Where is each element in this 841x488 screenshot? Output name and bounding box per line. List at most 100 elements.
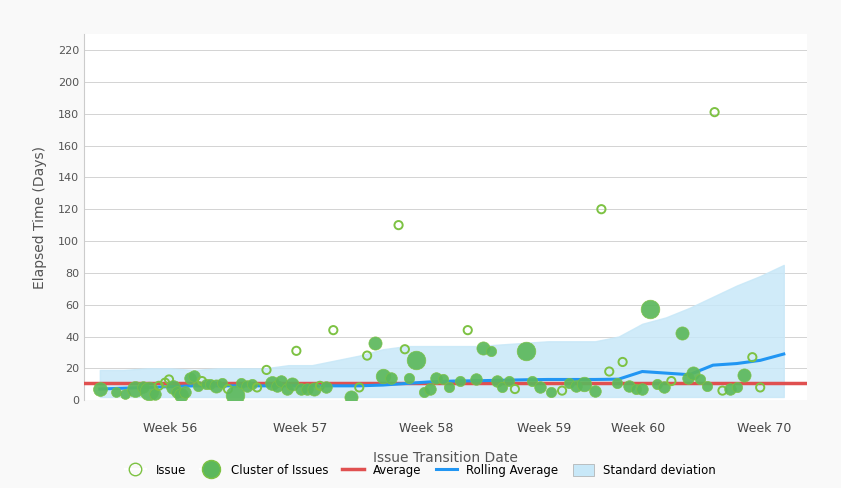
- Point: [495, 384, 509, 391]
- Point: [658, 384, 671, 391]
- Point: [265, 379, 278, 386]
- Point: [313, 382, 326, 390]
- Point: [686, 369, 700, 377]
- Point: [307, 385, 320, 393]
- Text: Week 57: Week 57: [273, 422, 327, 435]
- Point: [152, 382, 166, 390]
- Point: [392, 221, 405, 229]
- Point: [368, 339, 382, 347]
- Point: [215, 379, 229, 386]
- Point: [119, 390, 132, 398]
- Point: [730, 384, 743, 391]
- Point: [294, 385, 308, 393]
- Point: [746, 353, 759, 361]
- Point: [209, 382, 223, 390]
- Point: [174, 391, 188, 399]
- Point: [178, 388, 192, 396]
- Point: [162, 376, 176, 384]
- Point: [555, 386, 569, 394]
- Point: [93, 385, 107, 393]
- Point: [148, 390, 161, 398]
- Point: [722, 385, 736, 393]
- Point: [398, 346, 411, 353]
- Legend: Issue, Cluster of Issues, Average, Rolling Average, Standard deviation: Issue, Cluster of Issues, Average, Rolli…: [120, 460, 721, 482]
- Point: [158, 379, 172, 386]
- Point: [136, 384, 150, 391]
- Point: [526, 377, 539, 385]
- Point: [622, 382, 636, 390]
- Text: Week 59: Week 59: [517, 422, 571, 435]
- Point: [289, 347, 303, 355]
- Point: [674, 329, 688, 337]
- Point: [664, 377, 678, 385]
- Point: [192, 382, 205, 390]
- Point: [235, 379, 248, 386]
- Text: Week 70: Week 70: [737, 422, 791, 435]
- Point: [260, 366, 273, 374]
- Point: [595, 205, 608, 213]
- Point: [251, 384, 264, 391]
- Point: [221, 385, 235, 393]
- Point: [716, 386, 729, 394]
- Point: [275, 377, 288, 385]
- Point: [544, 388, 558, 396]
- Point: [361, 352, 374, 360]
- Point: [143, 386, 156, 394]
- Point: [246, 380, 259, 388]
- Point: [700, 382, 713, 390]
- Point: [430, 374, 443, 382]
- Y-axis label: Elapsed Time (Days): Elapsed Time (Days): [33, 145, 47, 289]
- Point: [629, 385, 643, 393]
- Point: [469, 376, 483, 384]
- Point: [204, 380, 217, 388]
- Point: [199, 380, 213, 388]
- Point: [650, 380, 664, 388]
- Point: [589, 386, 602, 394]
- Point: [195, 377, 209, 385]
- Point: [569, 382, 583, 390]
- Point: [611, 379, 624, 386]
- Point: [286, 380, 299, 388]
- Point: [376, 372, 389, 380]
- Text: Issue Transition Date: Issue Transition Date: [373, 451, 518, 466]
- Text: Week 58: Week 58: [399, 422, 453, 435]
- Point: [502, 377, 516, 385]
- Point: [417, 388, 431, 396]
- Point: [508, 385, 521, 393]
- Point: [436, 376, 449, 384]
- Point: [409, 356, 422, 364]
- Text: Week 56: Week 56: [144, 422, 198, 435]
- Point: [477, 344, 490, 351]
- Point: [490, 377, 504, 385]
- Point: [754, 384, 767, 391]
- Point: [320, 384, 333, 391]
- Point: [240, 382, 253, 390]
- Point: [519, 347, 532, 355]
- Point: [643, 305, 657, 313]
- Point: [578, 380, 591, 388]
- Point: [300, 385, 314, 393]
- Point: [533, 384, 547, 391]
- Point: [708, 108, 722, 116]
- Point: [326, 326, 340, 334]
- Point: [345, 393, 358, 401]
- Point: [167, 384, 180, 391]
- Point: [129, 385, 142, 393]
- Point: [280, 385, 294, 393]
- Point: [563, 379, 576, 386]
- Point: [170, 388, 183, 396]
- Point: [352, 384, 366, 391]
- Text: Week 60: Week 60: [611, 422, 665, 435]
- Point: [681, 374, 695, 382]
- Point: [693, 376, 706, 384]
- Point: [636, 385, 649, 393]
- Point: [738, 371, 751, 379]
- Point: [442, 384, 456, 391]
- Point: [453, 377, 467, 385]
- Point: [616, 358, 629, 366]
- Point: [484, 347, 498, 355]
- Point: [461, 326, 474, 334]
- Point: [183, 374, 197, 382]
- Point: [228, 391, 241, 399]
- Point: [423, 385, 436, 393]
